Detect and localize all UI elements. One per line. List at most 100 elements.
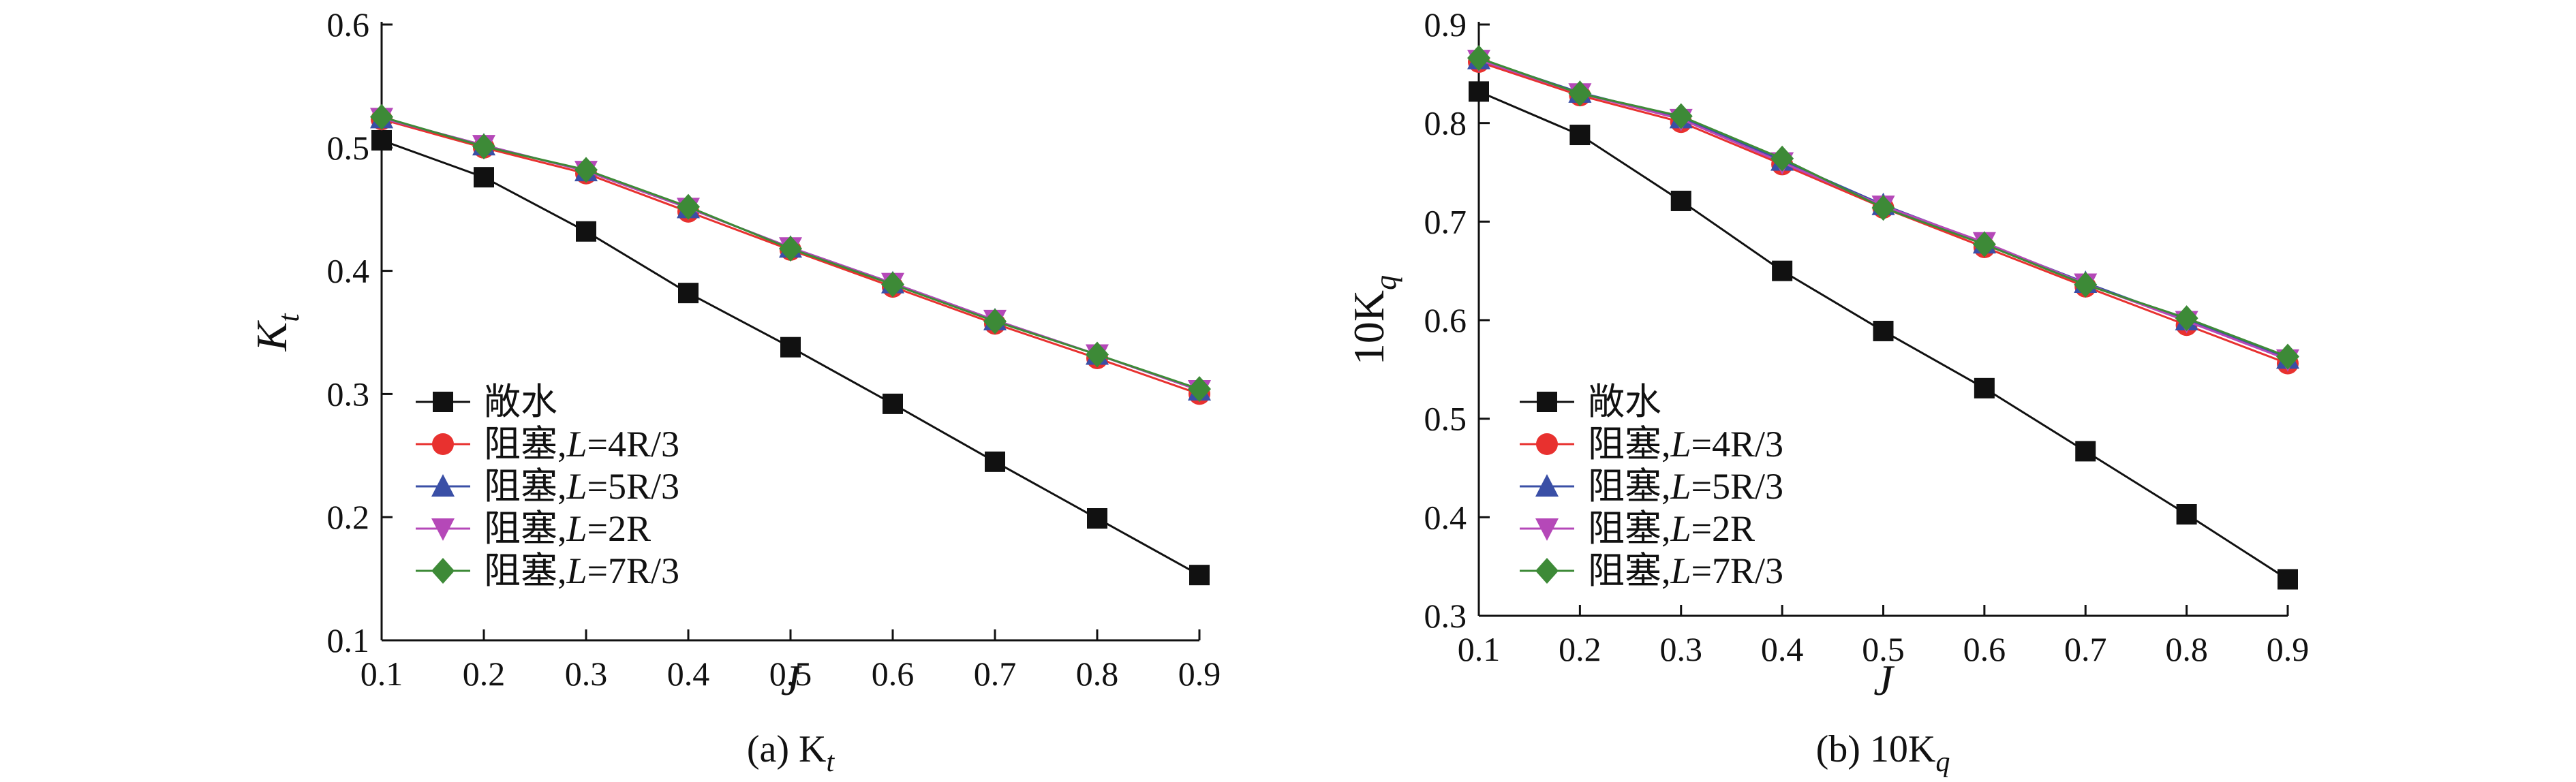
- data-point: [983, 308, 1007, 334]
- x-tick-label: 0.7: [974, 655, 1017, 693]
- y-tick-label: 0.3: [1424, 597, 1467, 635]
- y-axis-title: 10Kq: [1345, 275, 1402, 365]
- legend-label-italic: L: [566, 466, 587, 507]
- series-4: [1467, 45, 2299, 370]
- panel-caption: (b) 10Kq: [1816, 728, 1950, 778]
- legend-label: 阻塞,L=7R/3: [484, 550, 679, 591]
- legend-label: 阻塞,L=2R: [1588, 508, 1755, 549]
- legend-label-main: 阻塞,: [1588, 508, 1671, 549]
- legend-label: 敞水: [1588, 381, 1661, 422]
- data-point: [2278, 569, 2298, 590]
- caption-sub: t: [826, 747, 835, 778]
- data-point: [780, 337, 801, 358]
- y-axis-title-main: 10K: [1345, 290, 1393, 365]
- legend-label-tail: =7R/3: [1691, 550, 1783, 591]
- x-tick-label: 0.5: [769, 655, 812, 693]
- series-4: [370, 104, 1211, 403]
- series-0: [1469, 81, 2298, 590]
- x-tick-label: 0.2: [1559, 630, 1601, 668]
- data-point: [677, 193, 700, 220]
- x-tick-label: 0.2: [463, 655, 506, 693]
- legend-marker: [1535, 558, 1559, 584]
- x-tick-label: 0.5: [1862, 630, 1905, 668]
- legend-label-italic: L: [1670, 550, 1691, 591]
- data-point: [985, 451, 1005, 472]
- data-point: [370, 104, 393, 130]
- x-tick-label: 0.3: [565, 655, 608, 693]
- legend-marker: [432, 433, 454, 455]
- legend-label: 阻塞,L=5R/3: [1588, 466, 1783, 507]
- data-point: [1087, 508, 1107, 529]
- legend-label-tail: =2R: [587, 508, 651, 549]
- x-tick-label: 0.3: [1660, 630, 1703, 668]
- data-point: [1189, 565, 1210, 586]
- data-point: [1086, 341, 1109, 368]
- legend-label-main: 阻塞,: [484, 424, 567, 465]
- x-tick-label: 0.1: [1458, 630, 1501, 668]
- panel-caption: (a) Kt: [747, 728, 835, 778]
- data-point: [1569, 125, 1591, 146]
- data-point: [1871, 195, 1895, 221]
- legend-label-main: 阻塞,: [1588, 466, 1671, 507]
- legend-label: 敞水: [484, 381, 557, 422]
- chart-a: 0.1 0.2 0.3 0.4 0.5 0.6 0.1 0.2 0.3 0.4 0.5 0.6 0.7 0…: [247, 5, 1221, 778]
- legend-label-tail: =7R/3: [587, 550, 679, 591]
- data-point: [371, 129, 392, 151]
- legend-label-main: 阻塞,: [484, 550, 567, 591]
- y-axis-title-sub: q: [1369, 275, 1402, 290]
- data-point: [1974, 377, 1995, 398]
- y-tick-label: 0.6: [327, 5, 370, 44]
- legend-label: 阻塞,L=7R/3: [1588, 550, 1783, 591]
- caption-sub: q: [1935, 747, 1950, 778]
- data-point: [1670, 190, 1691, 211]
- data-point: [1669, 103, 1693, 129]
- legend-marker: [431, 518, 455, 541]
- y-tick-label: 0.4: [1424, 498, 1467, 536]
- x-tick-label: 0.4: [1761, 630, 1804, 668]
- x-axis-title: J: [781, 656, 802, 704]
- legend-marker: [1537, 392, 1557, 412]
- caption-main: (a) K: [747, 728, 827, 770]
- legend-marker: [1535, 518, 1559, 541]
- data-point: [2176, 503, 2197, 525]
- y-tick-label: 0.9: [1424, 5, 1467, 44]
- legend-label-italic: L: [1670, 466, 1691, 507]
- legend-label-italic: L: [1670, 508, 1691, 549]
- legend-label-main: 阻塞,: [1588, 424, 1671, 465]
- data-point: [472, 133, 495, 159]
- x-tick-label: 0.9: [2267, 630, 2310, 668]
- data-point: [1972, 231, 1996, 257]
- data-point: [2276, 343, 2299, 370]
- data-point: [1772, 260, 1793, 281]
- x-tick-label: 0.9: [1178, 655, 1221, 693]
- data-point: [2075, 441, 2096, 462]
- data-point: [574, 157, 598, 183]
- x-tick-label: 0.8: [1076, 655, 1119, 693]
- data-point: [1467, 45, 1490, 72]
- x-tick-label: 0.8: [2165, 630, 2208, 668]
- legend-label-main: 敞水: [484, 381, 557, 422]
- data-point: [2074, 271, 2098, 298]
- data-point: [1770, 145, 1794, 172]
- legend-label-main: 阻塞,: [484, 508, 567, 549]
- x-tick-label: 0.7: [2064, 630, 2107, 668]
- y-tick-label: 0.7: [1424, 202, 1467, 240]
- x-axis-title: J: [1873, 656, 1895, 704]
- y-axis-title: Kt: [247, 313, 305, 352]
- legend-marker: [1536, 433, 1558, 455]
- legend-label-italic: L: [566, 424, 587, 465]
- y-axis-title-main: K: [247, 319, 296, 351]
- y-tick-label: 0.6: [1424, 301, 1467, 339]
- legend-label-main: 阻塞,: [484, 466, 567, 507]
- legend-label-italic: L: [566, 508, 587, 549]
- y-tick-label: 0.5: [327, 129, 370, 167]
- data-point: [576, 221, 596, 242]
- y-tick-label: 0.3: [327, 375, 370, 413]
- y-tick-label: 0.2: [327, 498, 370, 536]
- data-point: [881, 271, 904, 298]
- legend-marker: [1535, 474, 1559, 497]
- y-tick-label: 0.5: [1424, 400, 1467, 438]
- data-point: [779, 236, 802, 262]
